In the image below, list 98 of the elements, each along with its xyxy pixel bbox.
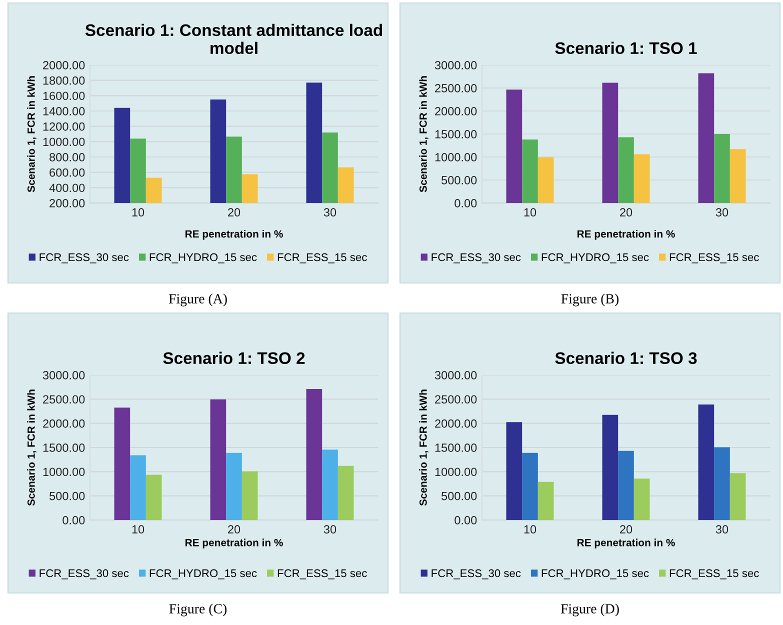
x-axis-title: RE penetration in % (186, 538, 283, 548)
y-tick-label: 800.00 (50, 153, 85, 162)
y-tick-label: 500.00 (442, 176, 477, 184)
bar (146, 474, 162, 520)
bar (730, 149, 746, 203)
text: Figure (A) (168, 294, 227, 306)
y-tick-label: 2000.00 (435, 419, 477, 428)
y-tick-label: 0.00 (454, 199, 477, 208)
y-tick-label: 0.00 (454, 516, 477, 524)
y-tick-label: 400.00 (49, 184, 85, 192)
x-tick-label: 30 (324, 525, 336, 534)
y-tick-label: 1000.00 (435, 468, 477, 476)
legend-label: FCR_ESS_30 sec (432, 253, 521, 264)
legend-label: FCR_ESS_30 sec (432, 569, 521, 580)
y-tick-label: 1000.00 (435, 153, 477, 162)
bar (538, 157, 554, 203)
bar (130, 455, 146, 520)
bar (506, 90, 522, 203)
y-axis-title: Scenario 1, FCR in kWh (419, 390, 428, 506)
legend-label: FCR_HYDRO_15 sec (150, 569, 257, 580)
text: Figure (B) (561, 294, 619, 306)
legend-label: FCR_ESS_30 sec (40, 569, 129, 580)
legend-label: FCR_HYDRO_15 sec (542, 569, 649, 580)
y-tick-label: 2500.00 (435, 395, 477, 404)
bar (730, 473, 746, 520)
x-axis-title: RE penetration in % (578, 538, 675, 548)
y-tick-label: 1400.00 (43, 107, 85, 116)
bar (634, 478, 650, 520)
x-tick-label: 10 (524, 208, 536, 217)
y-tick-label: 2000.00 (43, 419, 85, 428)
legend-label: FCR_ESS_15 sec (278, 253, 367, 264)
bar (714, 134, 730, 203)
bar (114, 408, 130, 520)
bar (602, 82, 618, 203)
text: Figure (D) (560, 604, 619, 616)
x-tick-label: 30 (324, 208, 336, 217)
y-tick-label: 3000.00 (434, 371, 477, 380)
y-tick-label: 1200.00 (43, 122, 85, 131)
y-tick-label: 0.00 (62, 516, 85, 524)
bar (714, 447, 730, 520)
legend-label: FCR_HYDRO_15 sec (150, 253, 257, 264)
y-axis-title: Scenario 1, FCR in kWh (27, 390, 36, 506)
y-tick-label: 1500.00 (43, 444, 85, 452)
y-tick-label: 600.00 (50, 168, 85, 177)
chart-title: Scenario 1: TSO 3 (555, 352, 697, 364)
x-axis-title: RE penetration in % (578, 230, 675, 240)
bar (538, 482, 554, 520)
legend-label: FCR_HYDRO_15 sec (542, 253, 649, 264)
x-tick-label: 20 (228, 525, 240, 534)
x-axis-title: RE penetration in % (186, 230, 283, 240)
text: Figure (C) (169, 604, 227, 616)
y-tick-label: 500.00 (442, 492, 477, 500)
y-tick-label: 2000.00 (43, 61, 85, 70)
bar (698, 73, 714, 203)
bar (322, 450, 338, 520)
y-tick-label: 1500.00 (435, 444, 477, 452)
y-tick-label: 500.00 (50, 492, 85, 500)
x-tick-label: 20 (620, 208, 632, 217)
bar (338, 466, 354, 520)
y-tick-label: 3000.00 (434, 61, 477, 70)
bar (522, 140, 538, 203)
legend-label: FCR_ESS_15 sec (670, 253, 759, 264)
bar (226, 452, 242, 520)
chart-title: Scenario 1: TSO 1 (555, 42, 697, 54)
y-tick-label: 2500.00 (43, 395, 85, 404)
y-tick-label: 1000.00 (43, 468, 85, 476)
bar (618, 450, 634, 520)
x-tick-label: 20 (620, 525, 632, 534)
bar (210, 399, 226, 520)
y-tick-label: 2500.00 (435, 84, 477, 92)
legend-label: FCR_ESS_15 sec (278, 569, 367, 580)
y-tick-label: 1800.00 (43, 76, 85, 85)
bar (306, 389, 322, 520)
bar (602, 414, 618, 520)
legend-label: FCR_ESS_30 sec (40, 253, 129, 264)
x-tick-label: 20 (228, 208, 240, 217)
x-tick-label: 10 (524, 525, 536, 534)
chart-title: Scenario 1: Constant admittance load model (85, 24, 382, 54)
y-tick-label: 3000.00 (42, 371, 85, 380)
y-axis-title: Scenario 1, FCR in kWh (27, 76, 36, 192)
bar (506, 422, 522, 520)
y-tick-label: 200.00 (50, 199, 85, 208)
bar (634, 154, 650, 203)
bar (618, 137, 634, 203)
y-tick-label: 2000.00 (435, 107, 477, 116)
bar (522, 452, 538, 520)
chart-title: Scenario 1: TSO 2 (163, 352, 305, 364)
x-tick-label: 30 (716, 525, 728, 534)
x-tick-label: 10 (132, 208, 144, 217)
y-tick-label: 1000.00 (43, 138, 85, 146)
x-tick-label: 10 (132, 525, 144, 534)
y-tick-label: 1600.00 (43, 92, 85, 100)
bar (698, 404, 714, 520)
y-axis-title: Scenario 1, FCR in kWh (419, 76, 428, 192)
bar (242, 471, 258, 520)
y-tick-label: 1500.00 (435, 130, 477, 138)
x-tick-label: 30 (716, 208, 728, 217)
legend-label: FCR_ESS_15 sec (670, 569, 759, 580)
